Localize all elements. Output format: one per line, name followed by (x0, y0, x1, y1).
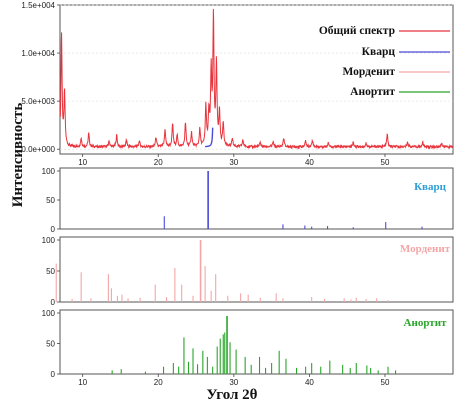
total-x-ticks: 10 20 30 40 50 (78, 154, 390, 167)
total-y-tick-label: 1.5e+004 (21, 1, 55, 10)
legend-label-mordenite: Морденит (342, 66, 395, 78)
mordenite-y-tick-label: 100 (42, 236, 56, 245)
legend-label-total: Общий спектр (319, 25, 395, 37)
panel-label-mordenite: Морденит (400, 243, 451, 255)
panel-mordenite: 0 50 100 Морденит (42, 236, 454, 307)
quartz-y-tick-label: 50 (46, 196, 55, 205)
total-x-tick-label: 10 (78, 158, 87, 167)
bottom-x-tick-label: 10 (78, 378, 87, 387)
mordenite-y-ticks: 0 50 100 (42, 236, 60, 307)
mordenite-y-tick-label: 50 (46, 267, 55, 276)
legend-label-anorthite: Анортит (350, 86, 395, 98)
total-gridlines (60, 4, 453, 150)
total-x-tick-label: 30 (229, 158, 238, 167)
quartz-y-tick-label: 0 (51, 225, 56, 234)
total-y-tick-label: 0.0e+000 (21, 145, 55, 154)
bottom-x-tick-label: 40 (305, 378, 314, 387)
panel-mordenite-frame (59, 236, 454, 303)
bottom-x-tick-label: 30 (229, 378, 238, 387)
total-x-tick-label: 20 (154, 158, 163, 167)
panel-quartz: 0 50 100 Кварц (42, 167, 454, 234)
legend-label-quartz: Кварц (362, 46, 396, 58)
total-x-tick-label: 50 (381, 158, 390, 167)
panel-label-anorthite: Анортит (404, 317, 447, 329)
panel-label-quartz: Кварц (414, 181, 447, 193)
anorthite-y-tick-label: 50 (46, 340, 55, 349)
panel-total-spectrum: 0.0e+000 5.0e+003 1.0e+004 1.5e+004 10 20 30 4… (21, 1, 454, 167)
anorthite-y-ticks: 0 50 100 (42, 309, 60, 379)
panel-anorthite: 0 50 100 10 20 30 40 50 Анортит (42, 309, 454, 387)
quartz-y-ticks: 0 50 100 (42, 167, 60, 234)
bottom-x-tick-label: 20 (154, 378, 163, 387)
quartz-stick-pattern (163, 171, 423, 229)
total-y-ticks: 0.0e+000 5.0e+003 1.0e+004 1.5e+004 (21, 1, 60, 154)
total-x-tick-label: 40 (305, 158, 314, 167)
anorthite-stick-pattern (111, 316, 397, 374)
panel-quartz-frame (59, 167, 454, 230)
legend: Общий спектр Кварц Морденит Анортит (319, 25, 450, 98)
total-y-tick-label: 5.0e+003 (21, 97, 55, 106)
bottom-x-tick-label: 50 (381, 378, 390, 387)
x-axis-title: Угол 2θ (206, 387, 257, 403)
quartz-y-tick-label: 100 (42, 167, 56, 176)
bottom-x-ticks: 10 20 30 40 50 (78, 374, 390, 387)
mordenite-stick-pattern (55, 240, 389, 302)
quartz-overlay-line (205, 127, 214, 148)
anorthite-y-tick-label: 0 (51, 370, 56, 379)
total-spectrum-line (59, 8, 454, 150)
y-axis-title: Интенсивность (10, 103, 26, 208)
panel-anorthite-frame (59, 309, 454, 375)
anorthite-y-tick-label: 100 (42, 309, 56, 318)
total-y-tick-label: 1.0e+004 (21, 49, 55, 58)
mordenite-y-tick-label: 0 (51, 298, 56, 307)
